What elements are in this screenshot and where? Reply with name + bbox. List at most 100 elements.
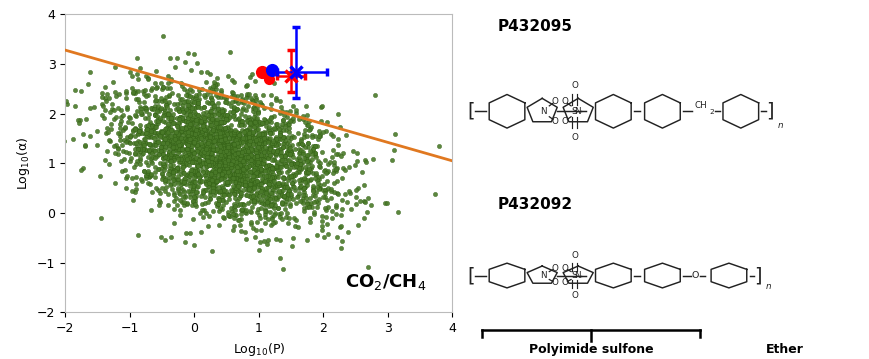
Point (207, 112, 221, 118)
Point (171, 148, 185, 153)
Point (206, 127, 220, 133)
Point (235, 180, 249, 186)
Text: O: O (691, 271, 699, 280)
Point (243, 221, 257, 227)
Point (149, 124, 163, 130)
Point (215, 167, 229, 173)
Point (281, 192, 295, 198)
Point (246, 130, 260, 136)
Point (143, 174, 156, 180)
Point (183, 141, 197, 146)
Point (139, 123, 153, 129)
Point (242, 139, 255, 144)
Point (235, 201, 249, 207)
Point (200, 144, 214, 150)
Point (178, 59, 192, 65)
Point (238, 192, 252, 198)
Point (317, 195, 331, 200)
Point (248, 165, 262, 171)
Point (209, 109, 223, 115)
Point (188, 182, 202, 188)
Point (282, 151, 296, 157)
Point (198, 145, 212, 150)
Point (209, 148, 222, 153)
Point (267, 125, 281, 130)
Point (167, 120, 181, 126)
Point (151, 151, 165, 157)
Point (255, 151, 269, 157)
Point (254, 152, 268, 158)
Point (135, 151, 149, 157)
Point (305, 170, 319, 176)
Point (176, 109, 190, 115)
Point (260, 167, 274, 173)
Point (176, 163, 189, 169)
Point (235, 159, 249, 164)
Point (282, 121, 296, 127)
Y-axis label: Log$_{10}$(α): Log$_{10}$(α) (15, 137, 31, 190)
Point (230, 150, 244, 156)
Point (243, 156, 257, 162)
Point (205, 88, 219, 94)
Point (213, 132, 227, 138)
Point (113, 125, 127, 131)
Point (164, 140, 178, 146)
Point (219, 146, 233, 152)
Point (240, 140, 254, 145)
Point (136, 145, 150, 151)
Point (235, 207, 249, 213)
Point (249, 234, 262, 240)
Point (335, 175, 349, 181)
Point (257, 167, 271, 173)
Point (133, 146, 147, 152)
Point (175, 128, 189, 134)
Point (286, 160, 300, 166)
Point (187, 125, 201, 130)
Point (250, 161, 264, 167)
Point (217, 192, 231, 198)
Point (387, 146, 401, 152)
Point (146, 148, 160, 154)
Point (286, 173, 300, 179)
Point (146, 123, 160, 129)
Point (180, 201, 194, 207)
Point (307, 209, 321, 215)
Point (222, 168, 235, 173)
Point (275, 127, 289, 133)
Point (156, 147, 170, 153)
Point (243, 199, 257, 204)
Point (289, 160, 303, 166)
Point (319, 170, 333, 176)
Point (243, 148, 257, 154)
Point (192, 142, 206, 148)
Point (206, 163, 220, 169)
Point (203, 138, 217, 144)
Point (300, 182, 314, 188)
Point (197, 172, 211, 178)
Point (196, 133, 210, 139)
Point (261, 179, 275, 185)
Point (295, 177, 309, 182)
Point (220, 145, 234, 150)
Point (217, 155, 231, 161)
Point (259, 185, 273, 191)
Point (227, 154, 241, 160)
Point (179, 230, 193, 236)
Point (162, 156, 176, 162)
Point (143, 158, 157, 164)
Point (291, 130, 305, 136)
Point (247, 164, 261, 170)
Point (253, 137, 267, 143)
Point (191, 145, 205, 151)
Point (294, 183, 308, 189)
Point (305, 151, 319, 157)
Point (217, 112, 231, 118)
Point (188, 111, 202, 116)
Point (188, 166, 202, 172)
Point (230, 202, 244, 208)
Point (199, 175, 213, 181)
Point (181, 93, 195, 99)
Point (214, 87, 228, 93)
Point (204, 94, 218, 100)
Point (172, 127, 186, 133)
